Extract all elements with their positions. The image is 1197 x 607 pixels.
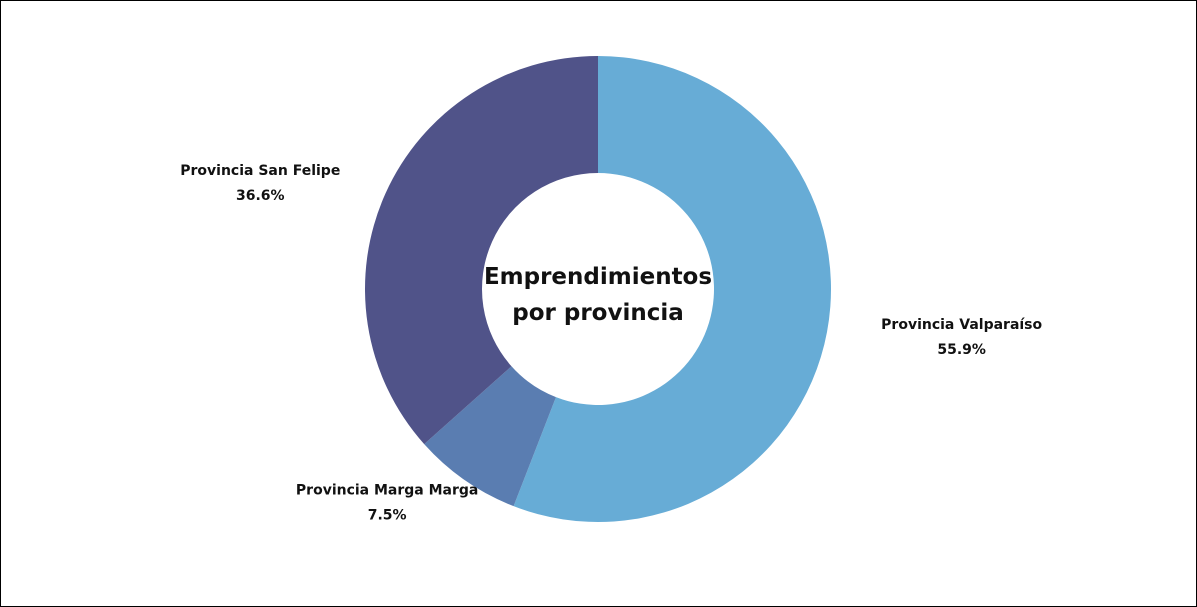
chart-title: Emprendimientos por provincia: [483, 264, 713, 326]
slice-label: Provincia Valparaíso: [881, 317, 1042, 333]
donut-slice: [424, 366, 556, 507]
value-label: 55.9%: [937, 342, 986, 358]
donut-slice: [365, 56, 598, 445]
value-label: 7.5%: [368, 508, 407, 524]
slice-label: Provincia San Felipe: [180, 163, 340, 179]
value-label: 36.6%: [236, 188, 285, 204]
slice-label: Provincia Marga Marga: [296, 483, 478, 499]
donut-slice: [513, 56, 831, 522]
